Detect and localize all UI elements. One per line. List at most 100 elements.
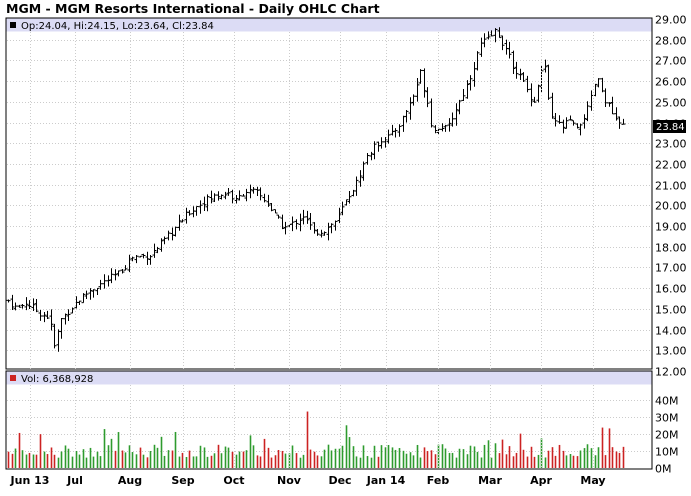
ohlc-bar (166, 230, 171, 241)
ohlc-bar (315, 228, 320, 236)
month-label: Jun 13 (10, 474, 50, 487)
volume-tick-label: 10M (655, 446, 679, 459)
price-legend-swatch (10, 22, 16, 28)
ohlc-bar (66, 309, 71, 321)
month-label: Apr (530, 474, 552, 487)
price-panel: Op:24.04, Hi:24.15, Lo:23.64, Cl:23.84 1… (5, 14, 687, 379)
price-tick-label: 17.00 (655, 262, 687, 275)
ohlc-bar (454, 103, 459, 126)
month-label: Jul (66, 474, 83, 487)
volume-panel: Vol: 6,368,928 0M 10M 20M 30M 40M (5, 370, 679, 476)
ohlc-bar (497, 27, 502, 39)
ohlc-bar (294, 219, 299, 230)
ohlc-bar (344, 199, 349, 206)
ohlc-bar (198, 200, 203, 214)
ohlc-bar (322, 231, 327, 236)
ohlc-bar (52, 323, 57, 349)
ohlc-bar (91, 289, 96, 298)
ohlc-bar (393, 128, 398, 138)
ohlc-bar (251, 187, 256, 194)
ohlc-bar (180, 219, 185, 223)
ohlc-bar (518, 68, 523, 81)
month-label: Feb (427, 474, 450, 487)
ohlc-bar (337, 207, 342, 224)
ohlc-bar (24, 297, 29, 311)
ohlc-bar (162, 236, 167, 245)
price-panel-frame (5, 17, 653, 370)
ohlc-bar (13, 302, 18, 311)
price-tick-label: 26.00 (655, 76, 687, 89)
ohlc-bar (365, 153, 370, 165)
ohlc-bar (372, 141, 377, 160)
ohlc-bar (564, 117, 569, 129)
ohlc-bar (152, 243, 157, 258)
price-legend-band (6, 18, 652, 32)
price-axis: 12.00 13.00 14.00 15.00 16.00 17.00 18.00 19.00… (655, 14, 687, 379)
ohlc-bar (216, 191, 221, 201)
ohlc-bar (77, 300, 82, 306)
ohlc-bar (475, 51, 480, 71)
ohlc-bar (443, 124, 448, 132)
ohlc-bar (226, 187, 231, 196)
ohlc-bar (205, 194, 210, 212)
price-tick-label: 29.00 (655, 14, 687, 27)
ohlc-bar (486, 31, 491, 40)
ohlc-bar (177, 214, 182, 231)
ohlc-bar (546, 64, 551, 100)
ohlc-bar (347, 191, 352, 204)
ohlc-bar (425, 87, 430, 108)
ohlc-bar (81, 293, 86, 304)
price-tick-label: 13.00 (655, 345, 687, 358)
ohlc-bar (557, 115, 562, 124)
volume-tick-label: 40M (655, 395, 679, 408)
ohlc-bar (465, 80, 470, 99)
volume-tick-label: 20M (655, 429, 679, 442)
price-tick-label: 21.00 (655, 180, 687, 193)
ohlc-bar (237, 190, 242, 201)
ohlc-bar (20, 303, 25, 309)
price-tick-label: 20.00 (655, 200, 687, 213)
ohlc-bar (212, 193, 217, 202)
ohlc-bar (550, 92, 555, 119)
ohlc-bar (596, 78, 601, 88)
ohlc-bar (266, 194, 271, 207)
ohlc-bar (493, 28, 498, 43)
ohlc-bar (27, 300, 32, 310)
ohlc-bar (113, 269, 118, 281)
ohlc-bar (386, 129, 391, 144)
price-tick-label: 27.00 (655, 55, 687, 68)
month-axis: Jun 13 Jul Aug Sep Oct Nov Dec Jan 14 Feb Mar Apr M… (10, 32, 606, 487)
ohlc-bar (276, 214, 281, 219)
ohlc-bar (159, 238, 164, 252)
ohlc-bar (561, 119, 566, 134)
ohlc-bar (361, 161, 366, 181)
ohlc-bar (59, 317, 64, 339)
ohlc-bar (138, 255, 143, 258)
month-label: Sep (171, 474, 194, 487)
ohlc-bar (415, 78, 420, 102)
ohlc-bar (326, 222, 331, 241)
ohlc-bar (42, 311, 47, 323)
ohlc-bar (450, 112, 455, 127)
ohlc-bar (120, 268, 125, 274)
ohlc-bar (273, 209, 278, 214)
ohlc-bar (301, 209, 306, 225)
ohlc-bar (404, 110, 409, 123)
ohlc-bar (130, 256, 135, 262)
ohlc-bar (95, 287, 100, 296)
ohlc-bar (397, 124, 402, 137)
month-label: May (580, 474, 605, 487)
chart-title: MGM - MGM Resorts International - Daily … (6, 1, 380, 16)
price-tick-label: 25.00 (655, 97, 687, 110)
ohlc-bar (369, 151, 374, 161)
ohlc-bar (433, 125, 438, 134)
ohlc-bar (31, 298, 36, 311)
ohlc-bar (109, 268, 114, 284)
ohlc-bar (607, 102, 612, 107)
volume-legend-swatch (10, 375, 16, 381)
ohlc-bar (10, 294, 15, 310)
ohlc-bar (173, 226, 178, 237)
price-tick-label: 22.00 (655, 159, 687, 172)
ohlc-bar (422, 68, 427, 98)
